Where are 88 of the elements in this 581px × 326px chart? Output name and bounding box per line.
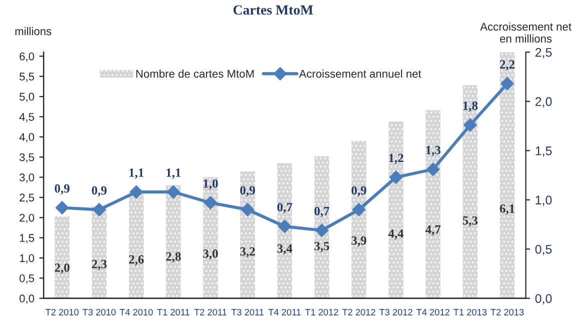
x-tick-label: T2 2012 <box>342 308 376 316</box>
data-label: 0,7 <box>277 202 292 214</box>
data-label: 0,7 <box>314 206 330 218</box>
y2-tick-label: 1,0 <box>536 196 552 206</box>
point <box>278 220 292 234</box>
x-tick-label: T4 2010 <box>120 308 153 316</box>
point <box>166 185 180 199</box>
bar <box>500 52 515 298</box>
x-tick-label: T3 2012 <box>379 308 412 316</box>
point <box>204 196 218 210</box>
bar <box>351 140 366 298</box>
y-tick-label: 6,0 <box>20 52 34 62</box>
data-label: 3,4 <box>277 244 292 255</box>
data-label: 1,1 <box>166 168 181 179</box>
y-tick-label: 2,0 <box>20 214 34 224</box>
y-axis-title: millions <box>15 27 52 36</box>
data-label: 3,5 <box>314 242 330 252</box>
y2-tick-label: 2,5 <box>535 48 552 58</box>
data-label: 2,3 <box>92 260 107 270</box>
data-label: 2,0 <box>54 263 70 274</box>
y-tick-label: 0,5 <box>20 274 34 284</box>
point <box>352 203 366 216</box>
x-tick-label: T2 2013 <box>490 308 524 316</box>
y-tick-label: 4,5 <box>19 113 34 122</box>
data-label: 6,1 <box>500 204 514 215</box>
data-label: 1,2 <box>389 154 404 164</box>
bar <box>166 185 181 298</box>
chart-title: Cartes MtoM <box>233 5 313 15</box>
point <box>56 201 69 214</box>
point <box>92 203 106 216</box>
y2-tick-label: 1,5 <box>536 146 552 157</box>
x-tick-label: T4 2011 <box>268 308 301 316</box>
data-label: 0,9 <box>92 186 107 196</box>
data-label: 4,4 <box>388 229 404 240</box>
y2-tick-label: 2,0 <box>535 97 552 108</box>
bar <box>240 171 256 298</box>
x-tick-label: T4 2012 <box>416 308 450 316</box>
data-label: 3,0 <box>203 249 218 260</box>
y-tick-label: 5,5 <box>20 72 34 82</box>
data-label: 0,9 <box>240 186 255 196</box>
bar <box>128 193 144 298</box>
data-label: 2,6 <box>129 255 144 266</box>
data-label: 1,0 <box>204 179 218 190</box>
y-tick-label: 2,5 <box>20 194 34 203</box>
point <box>389 170 403 184</box>
data-label: 4,7 <box>425 225 441 236</box>
x-tick-label: T1 2011 <box>157 308 190 316</box>
data-label: 0,9 <box>54 184 70 194</box>
point <box>315 224 328 237</box>
y-tick-label: 3,5 <box>20 153 34 163</box>
data-label: 1,3 <box>426 146 440 156</box>
data-label: 5,3 <box>462 216 478 227</box>
y-tick-label: 0,0 <box>20 294 34 304</box>
bar <box>388 122 404 298</box>
data-label: 1,1 <box>130 168 144 179</box>
legend-label: Nombre de cartes MtoM <box>136 70 254 78</box>
y-tick-label: 3,0 <box>20 174 34 183</box>
bar <box>203 177 218 298</box>
bar <box>426 110 440 298</box>
y2-tick-label: 0,0 <box>535 294 552 304</box>
data-label: 2,2 <box>500 60 515 70</box>
bar <box>314 156 330 298</box>
data-label: 3,9 <box>352 236 366 247</box>
data-label: 3,2 <box>240 247 255 258</box>
x-tick-label: T1 2013 <box>454 308 487 316</box>
point <box>241 203 254 216</box>
point <box>426 162 440 176</box>
y-tick-label: 4,0 <box>19 133 34 142</box>
legend-label: Acroissement annuel net <box>299 70 422 78</box>
point <box>464 118 477 132</box>
data-label: 2,8 <box>166 252 181 263</box>
x-tick-label: T3 2011 <box>231 308 264 316</box>
x-tick-label: T2 2010 <box>46 308 79 316</box>
bar <box>54 216 70 298</box>
y-tick-label: 1,0 <box>20 254 34 264</box>
y2-tick-label: 0,5 <box>535 244 552 256</box>
data-label: 1,8 <box>463 102 478 112</box>
y-tick-label: 5,0 <box>20 92 34 102</box>
x-tick-label: T2 2011 <box>194 308 227 316</box>
y-tick-label: 1,5 <box>20 234 34 244</box>
bar <box>462 85 478 298</box>
x-tick-label: T1 2012 <box>305 308 338 316</box>
x-tick-label: T3 2010 <box>82 308 116 316</box>
point <box>500 77 514 90</box>
y2-axis-title: Accroissement net en millions <box>480 22 572 43</box>
point <box>130 185 143 199</box>
data-label: 0,9 <box>352 186 366 196</box>
bar <box>277 163 292 298</box>
